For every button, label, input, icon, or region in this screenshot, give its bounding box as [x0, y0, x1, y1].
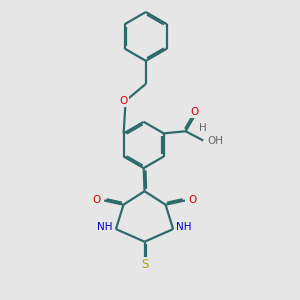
Text: O: O [92, 196, 101, 206]
Text: H: H [199, 123, 206, 133]
Text: O: O [120, 96, 128, 106]
Text: OH: OH [208, 136, 224, 146]
Text: S: S [141, 258, 148, 271]
Text: O: O [191, 107, 199, 117]
Text: NH: NH [97, 222, 112, 233]
Text: NH: NH [176, 222, 192, 233]
Text: O: O [188, 196, 196, 206]
